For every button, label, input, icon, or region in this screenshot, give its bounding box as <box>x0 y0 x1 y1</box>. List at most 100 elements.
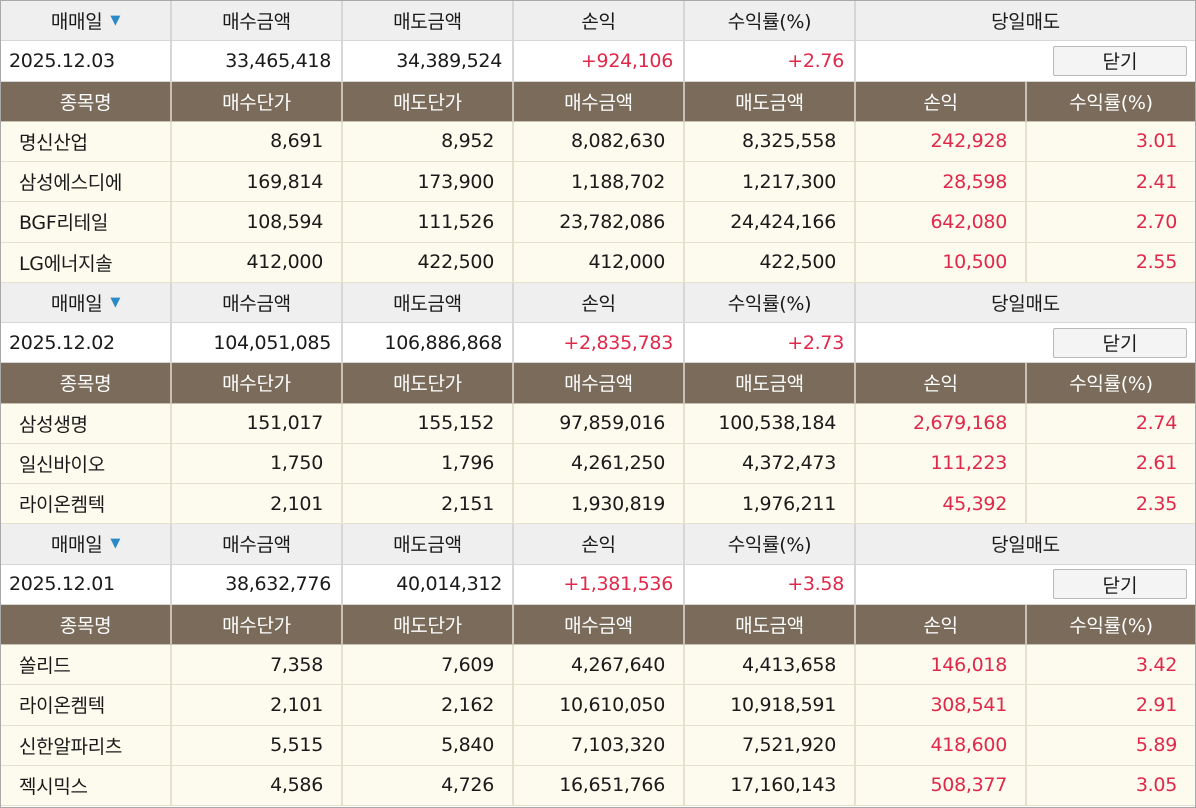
sort-down-icon[interactable]: ▼ <box>110 536 121 552</box>
buy-amount: 4,267,640 <box>514 645 685 686</box>
header-trade-date[interactable]: 매매일 ▼ <box>1 282 172 323</box>
sell-price: 155,152 <box>343 403 514 444</box>
header-trade-date-label: 매매일 <box>50 292 103 315</box>
buy-price: 1,750 <box>172 443 343 484</box>
table-row[interactable]: 라이온켐텍 2,101 2,151 1,930,819 1,976,211 45,392 2… <box>1 484 1195 525</box>
return-rate: 5.89 <box>1027 725 1195 766</box>
col-pnl: 손익 <box>856 363 1027 404</box>
col-return-rate: 수익률(%) <box>1027 363 1195 404</box>
sort-down-icon[interactable]: ▼ <box>110 13 121 29</box>
stock-name: 명신산업 <box>1 121 172 162</box>
close-button[interactable]: 닫기 <box>1053 45 1187 76</box>
header-trade-date[interactable]: 매매일 ▼ <box>1 1 172 42</box>
stock-name: BGF리테일 <box>1 202 172 243</box>
buy-price: 8,691 <box>172 121 343 162</box>
group-header-row: 매매일 ▼ 매수금액 매도금액 손익 수익률(%) 당일매도 <box>1 524 1195 565</box>
header-sell-amount: 매도금액 <box>343 524 514 565</box>
pnl: 242,928 <box>856 121 1027 162</box>
col-buy-amount: 매수금액 <box>514 604 685 645</box>
sell-amount: 1,976,211 <box>685 484 856 525</box>
table-row[interactable]: 젝시믹스 4,586 4,726 16,651,766 17,160,143 508,37… <box>1 765 1195 806</box>
sell-amount: 24,424,166 <box>685 202 856 243</box>
buy-amount: 4,261,250 <box>514 443 685 484</box>
return-rate: 2.61 <box>1027 443 1195 484</box>
summary-return-rate: +2.73 <box>685 323 856 364</box>
pnl: 642,080 <box>856 202 1027 243</box>
sort-down-icon[interactable]: ▼ <box>110 294 121 310</box>
pnl: 418,600 <box>856 725 1027 766</box>
col-buy-amount: 매수금액 <box>514 363 685 404</box>
close-button[interactable]: 닫기 <box>1053 327 1187 358</box>
summary-sell-amount: 106,886,868 <box>343 323 514 364</box>
table-row[interactable]: 일신바이오 1,750 1,796 4,261,250 4,372,473 111,223… <box>1 443 1195 484</box>
close-button[interactable]: 닫기 <box>1053 569 1187 600</box>
group-summary-row: 2025.12.03 33,465,418 34,389,524 +924,106 +2… <box>1 41 1195 82</box>
col-stock-name: 종목명 <box>1 604 172 645</box>
sell-amount: 1,217,300 <box>685 162 856 203</box>
buy-price: 151,017 <box>172 403 343 444</box>
stock-name: 라이온켐텍 <box>1 484 172 525</box>
col-stock-name: 종목명 <box>1 81 172 122</box>
return-rate: 2.91 <box>1027 685 1195 726</box>
table-row[interactable]: 쏠리드 7,358 7,609 4,267,640 4,413,658 146,018 3.… <box>1 645 1195 686</box>
sell-amount: 17,160,143 <box>685 765 856 806</box>
col-sell-amount: 매도금액 <box>685 604 856 645</box>
buy-price: 7,358 <box>172 645 343 686</box>
stock-name: LG에너지솔 <box>1 242 172 283</box>
header-return-rate: 수익률(%) <box>685 282 856 323</box>
group-header-row: 매매일 ▼ 매수금액 매도금액 손익 수익률(%) 당일매도 <box>1 282 1195 323</box>
header-pnl: 손익 <box>514 1 685 42</box>
summary-close-cell: 닫기 <box>856 323 1195 364</box>
sell-amount: 422,500 <box>685 242 856 283</box>
summary-close-cell: 닫기 <box>856 41 1195 82</box>
table-row[interactable]: 명신산업 8,691 8,952 8,082,630 8,325,558 242,928 3… <box>1 121 1195 162</box>
buy-amount: 1,188,702 <box>514 162 685 203</box>
col-sell-price: 매도단가 <box>343 363 514 404</box>
buy-amount: 97,859,016 <box>514 403 685 444</box>
sell-price: 422,500 <box>343 242 514 283</box>
header-buy-amount: 매수금액 <box>172 1 343 42</box>
return-rate: 2.70 <box>1027 202 1195 243</box>
sell-amount: 10,918,591 <box>685 685 856 726</box>
table-row[interactable]: BGF리테일 108,594 111,526 23,782,086 24,424,166… <box>1 202 1195 243</box>
col-pnl: 손익 <box>856 81 1027 122</box>
return-rate: 2.35 <box>1027 484 1195 525</box>
return-rate: 3.42 <box>1027 645 1195 686</box>
pnl: 308,541 <box>856 685 1027 726</box>
summary-return-rate: +2.76 <box>685 41 856 82</box>
header-sell-amount: 매도금액 <box>343 1 514 42</box>
pnl: 28,598 <box>856 162 1027 203</box>
col-buy-price: 매수단가 <box>172 81 343 122</box>
table-row[interactable]: 라이온켐텍 2,101 2,162 10,610,050 10,918,591 308,5… <box>1 685 1195 726</box>
buy-price: 5,515 <box>172 725 343 766</box>
stock-name: 삼성생명 <box>1 403 172 444</box>
table-row[interactable]: LG에너지솔 412,000 422,500 412,000 422,500 10,500… <box>1 242 1195 283</box>
buy-amount: 412,000 <box>514 242 685 283</box>
table-row[interactable]: 신한알파리츠 5,515 5,840 7,103,320 7,521,920 418,60… <box>1 725 1195 766</box>
return-rate: 2.74 <box>1027 403 1195 444</box>
return-rate: 2.41 <box>1027 162 1195 203</box>
sell-amount: 7,521,920 <box>685 725 856 766</box>
buy-price: 4,586 <box>172 765 343 806</box>
header-trade-date-label: 매매일 <box>50 11 103 34</box>
return-rate: 3.05 <box>1027 765 1195 806</box>
sell-price: 111,526 <box>343 202 514 243</box>
sell-price: 1,796 <box>343 443 514 484</box>
summary-pnl: +2,835,783 <box>514 323 685 364</box>
buy-price: 108,594 <box>172 202 343 243</box>
sell-price: 4,726 <box>343 765 514 806</box>
header-trade-date[interactable]: 매매일 ▼ <box>1 524 172 565</box>
summary-sell-amount: 40,014,312 <box>343 564 514 605</box>
table-row[interactable]: 삼성생명 151,017 155,152 97,859,016 100,538,184 2… <box>1 403 1195 444</box>
table-row[interactable]: 삼성에스디에 169,814 173,900 1,188,702 1,217,300 28… <box>1 162 1195 203</box>
col-buy-price: 매수단가 <box>172 604 343 645</box>
col-return-rate: 수익률(%) <box>1027 81 1195 122</box>
sell-price: 2,162 <box>343 685 514 726</box>
sell-amount: 4,372,473 <box>685 443 856 484</box>
buy-amount: 1,930,819 <box>514 484 685 525</box>
col-stock-name: 종목명 <box>1 363 172 404</box>
header-trade-date-label: 매매일 <box>50 534 103 557</box>
group-summary-row: 2025.12.02 104,051,085 106,886,868 +2,835,7… <box>1 323 1195 364</box>
col-buy-price: 매수단가 <box>172 363 343 404</box>
